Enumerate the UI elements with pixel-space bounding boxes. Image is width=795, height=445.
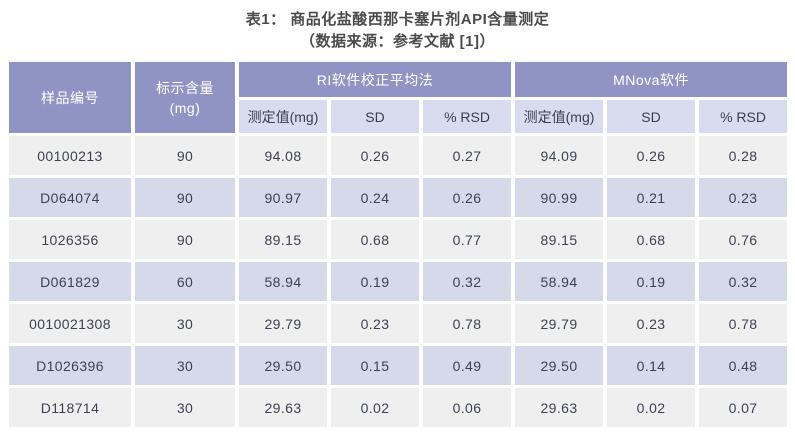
cell-ri-rsd: 0.77 (423, 220, 512, 259)
cell-ri-measured: 29.63 (239, 388, 327, 427)
column-header-sample-id: 样品编号 (9, 62, 131, 133)
cell-mnova-sd: 0.14 (607, 346, 696, 385)
cell-ri-rsd: 0.49 (423, 346, 512, 385)
cell-sample-id: 1026356 (9, 220, 131, 259)
cell-mnova-measured: 29.50 (515, 346, 604, 385)
cell-ri-measured: 58.94 (239, 262, 327, 301)
cell-ri-sd: 0.19 (331, 262, 419, 301)
cell-ri-measured: 29.79 (239, 304, 327, 343)
cell-labeled-content: 90 (135, 178, 235, 217)
cell-labeled-content: 30 (135, 388, 235, 427)
cell-mnova-measured: 94.09 (515, 136, 604, 175)
column-header-labeled-content: 标示含量 (mg) (135, 62, 235, 133)
cell-sample-id: D061829 (9, 262, 131, 301)
column-header-mnova-measured: 测定值(mg) (515, 100, 604, 133)
cell-sample-id: 00100213 (9, 136, 131, 175)
cell-mnova-rsd: 0.23 (699, 178, 788, 217)
header-row-groups: 样品编号 标示含量 (mg) RI软件校正平均法 MNova软件 (9, 62, 788, 133)
table-subtitle: （数据来源：参考文献 [1]） (299, 33, 495, 50)
cell-ri-sd: 0.23 (331, 304, 419, 343)
column-header-mnova-rsd: % RSD (699, 100, 788, 133)
cell-labeled-content: 30 (135, 346, 235, 385)
cell-mnova-sd: 0.23 (607, 304, 696, 343)
cell-mnova-sd: 0.21 (607, 178, 696, 217)
api-content-table: 样品编号 标示含量 (mg) RI软件校正平均法 MNova软件 测定值(mg)… (5, 59, 791, 430)
group-header-mnova-software: MNova软件 (515, 62, 788, 97)
cell-mnova-rsd: 0.76 (699, 220, 788, 259)
cell-mnova-rsd: 0.48 (699, 346, 788, 385)
labeled-content-unit: (mg) (169, 99, 201, 116)
column-header-ri-measured: 测定值(mg) (239, 100, 327, 133)
table-row: 1026356 90 89.15 0.68 0.77 89.15 0.68 0.… (9, 220, 788, 259)
cell-labeled-content: 30 (135, 304, 235, 343)
page-title: 表1： 商品化盐酸西那卡塞片剂API含量测定 （数据来源：参考文献 [1]） (0, 0, 795, 52)
cell-ri-measured: 90.97 (239, 178, 327, 217)
cell-ri-sd: 0.15 (331, 346, 419, 385)
cell-ri-sd: 0.02 (331, 388, 419, 427)
cell-ri-measured: 94.08 (239, 136, 327, 175)
cell-mnova-rsd: 0.78 (699, 304, 788, 343)
labeled-content-label: 标示含量 (156, 79, 214, 96)
cell-labeled-content: 90 (135, 136, 235, 175)
table-row: D1026396 30 29.50 0.15 0.49 29.50 0.14 0… (9, 346, 788, 385)
table-row: 00100213 90 94.08 0.26 0.27 94.09 0.26 0… (9, 136, 788, 175)
cell-mnova-sd: 0.26 (607, 136, 696, 175)
cell-sample-id: D118714 (9, 388, 131, 427)
column-header-ri-sd: SD (331, 100, 419, 133)
table-row: 0010021308 30 29.79 0.23 0.78 29.79 0.23… (9, 304, 788, 343)
cell-labeled-content: 90 (135, 220, 235, 259)
cell-mnova-measured: 89.15 (515, 220, 604, 259)
cell-ri-rsd: 0.78 (423, 304, 512, 343)
cell-sample-id: D1026396 (9, 346, 131, 385)
header-row-subcolumns: 测定值(mg) SD % RSD 测定值(mg) SD % RSD (9, 100, 788, 133)
cell-ri-rsd: 0.32 (423, 262, 512, 301)
cell-mnova-measured: 29.79 (515, 304, 604, 343)
cell-ri-measured: 29.50 (239, 346, 327, 385)
cell-sample-id: D064074 (9, 178, 131, 217)
cell-mnova-sd: 0.19 (607, 262, 696, 301)
cell-sample-id: 0010021308 (9, 304, 131, 343)
cell-ri-sd: 0.68 (331, 220, 419, 259)
table-title: 表1： 商品化盐酸西那卡塞片剂API含量测定 (245, 11, 550, 28)
cell-labeled-content: 60 (135, 262, 235, 301)
table-row: D118714 30 29.63 0.02 0.06 29.63 0.02 0.… (9, 388, 788, 427)
cell-ri-measured: 89.15 (239, 220, 327, 259)
cell-ri-rsd: 0.26 (423, 178, 512, 217)
cell-mnova-measured: 90.99 (515, 178, 604, 217)
cell-mnova-rsd: 0.28 (699, 136, 788, 175)
column-header-mnova-sd: SD (607, 100, 696, 133)
cell-mnova-sd: 0.02 (607, 388, 696, 427)
cell-ri-sd: 0.26 (331, 136, 419, 175)
cell-mnova-sd: 0.68 (607, 220, 696, 259)
column-header-ri-rsd: % RSD (423, 100, 512, 133)
table-row: D064074 90 90.97 0.24 0.26 90.99 0.21 0.… (9, 178, 788, 217)
cell-mnova-rsd: 0.32 (699, 262, 788, 301)
cell-ri-rsd: 0.27 (423, 136, 512, 175)
cell-mnova-measured: 58.94 (515, 262, 604, 301)
table-row: D061829 60 58.94 0.19 0.32 58.94 0.19 0.… (9, 262, 788, 301)
cell-ri-sd: 0.24 (331, 178, 419, 217)
cell-mnova-measured: 29.63 (515, 388, 604, 427)
cell-ri-rsd: 0.06 (423, 388, 512, 427)
cell-mnova-rsd: 0.07 (699, 388, 788, 427)
group-header-ri-software: RI软件校正平均法 (239, 62, 512, 97)
